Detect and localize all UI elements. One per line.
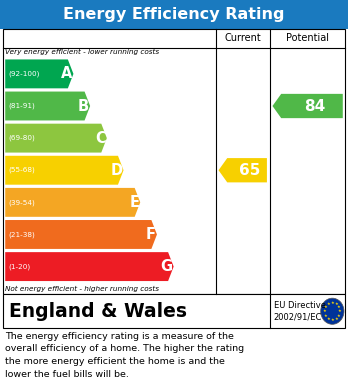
Text: ★: ★ [331, 318, 334, 322]
Text: (81-91): (81-91) [9, 103, 35, 109]
Polygon shape [5, 220, 157, 249]
Text: Energy Efficiency Rating: Energy Efficiency Rating [63, 7, 285, 22]
Text: F: F [146, 227, 156, 242]
Text: E: E [129, 195, 139, 210]
Text: The energy efficiency rating is a measure of the
overall efficiency of a home. T: The energy efficiency rating is a measur… [5, 332, 244, 379]
Text: ★: ★ [324, 305, 328, 309]
Text: G: G [160, 259, 173, 274]
Text: Not energy efficient - higher running costs: Not energy efficient - higher running co… [5, 285, 159, 292]
Text: ★: ★ [334, 317, 338, 321]
Text: (55-68): (55-68) [9, 167, 35, 174]
Polygon shape [219, 158, 267, 182]
Text: Potential: Potential [286, 33, 329, 43]
Text: ★: ★ [327, 302, 331, 306]
Text: (69-80): (69-80) [9, 135, 35, 142]
Circle shape [321, 298, 344, 324]
Text: (1-20): (1-20) [9, 264, 31, 270]
Polygon shape [5, 156, 124, 185]
Text: (39-54): (39-54) [9, 199, 35, 206]
Text: A: A [61, 66, 72, 81]
Polygon shape [5, 59, 73, 88]
Text: (21-38): (21-38) [9, 231, 35, 238]
Text: ★: ★ [327, 317, 331, 321]
Text: 84: 84 [304, 99, 325, 113]
Text: 65: 65 [239, 163, 261, 178]
Text: ★: ★ [334, 302, 338, 306]
Bar [0, 0, 348, 29]
Text: ★: ★ [338, 309, 342, 313]
Bar [3, 294, 345, 328]
Text: Very energy efficient - lower running costs: Very energy efficient - lower running co… [5, 49, 159, 56]
Text: ★: ★ [337, 314, 341, 317]
Text: B: B [78, 99, 89, 113]
Text: D: D [110, 163, 122, 178]
Bar [3, 29, 345, 294]
Polygon shape [5, 252, 174, 281]
Polygon shape [5, 91, 90, 120]
Polygon shape [5, 188, 140, 217]
Text: EU Directive
2002/91/EC: EU Directive 2002/91/EC [274, 301, 326, 322]
Text: ★: ★ [323, 309, 327, 313]
Text: Current: Current [224, 33, 261, 43]
Text: C: C [95, 131, 106, 145]
Text: ★: ★ [331, 301, 334, 305]
Text: England & Wales: England & Wales [9, 302, 187, 321]
Polygon shape [5, 124, 107, 152]
Text: (92-100): (92-100) [9, 71, 40, 77]
Text: ★: ★ [337, 305, 341, 309]
Polygon shape [272, 94, 343, 118]
Text: ★: ★ [324, 314, 328, 317]
